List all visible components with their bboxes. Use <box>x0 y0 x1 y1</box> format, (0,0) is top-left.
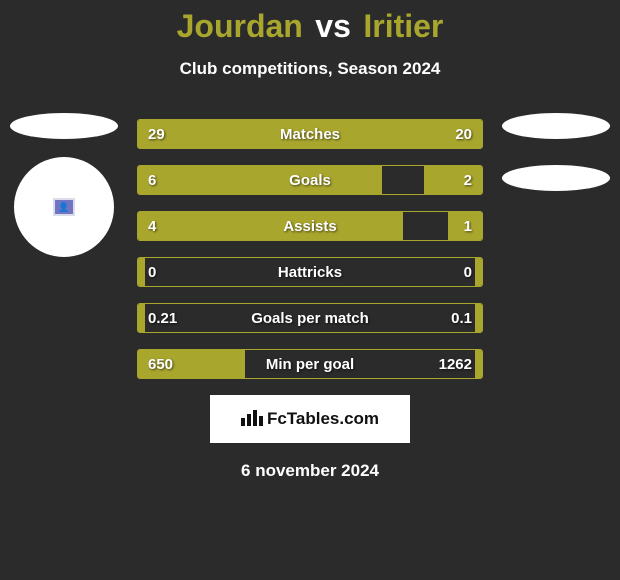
stat-value-right: 1262 <box>439 350 472 378</box>
ellipse-shape <box>502 113 610 139</box>
stat-value-right: 0 <box>464 258 472 286</box>
stat-value-right: 20 <box>455 120 472 148</box>
vs-text: vs <box>315 8 351 44</box>
stat-bar: 6Goals2 <box>137 165 483 195</box>
avatar-placeholder-icon: 👤 <box>53 198 75 216</box>
stat-value-right: 2 <box>464 166 472 194</box>
content-area: 👤 29Matches206Goals24Assists10Hattricks0… <box>0 119 620 481</box>
stat-value-right: 0.1 <box>451 304 472 332</box>
stat-label: Hattricks <box>138 258 482 286</box>
logo-box: FcTables.com <box>210 395 410 443</box>
stat-bar: 29Matches20 <box>137 119 483 149</box>
player1-name: Jourdan <box>177 8 303 44</box>
logo-text: FcTables.com <box>267 409 379 429</box>
title-row: Jourdan vs Iritier <box>0 0 620 45</box>
left-decorations: 👤 <box>4 113 124 257</box>
right-decorations <box>496 113 616 191</box>
stat-label: Assists <box>138 212 482 240</box>
stat-value-right: 1 <box>464 212 472 240</box>
stat-label: Goals per match <box>138 304 482 332</box>
stat-bar: 650Min per goal1262 <box>137 349 483 379</box>
stat-bar: 0.21Goals per match0.1 <box>137 303 483 333</box>
date-text: 6 november 2024 <box>10 461 610 481</box>
player2-name: Iritier <box>363 8 443 44</box>
stat-label: Min per goal <box>138 350 482 378</box>
avatar-circle: 👤 <box>14 157 114 257</box>
ellipse-shape <box>10 113 118 139</box>
chart-icon <box>241 408 263 431</box>
stat-label: Matches <box>138 120 482 148</box>
ellipse-shape <box>502 165 610 191</box>
stat-label: Goals <box>138 166 482 194</box>
stat-bar: 4Assists1 <box>137 211 483 241</box>
comparison-bars: 29Matches20 6Goals2 4Assists1 0Hattricks0 0.… <box>137 119 483 379</box>
subtitle: Club competitions, Season 2024 <box>0 59 620 79</box>
stat-bar: 0Hattricks0 <box>137 257 483 287</box>
